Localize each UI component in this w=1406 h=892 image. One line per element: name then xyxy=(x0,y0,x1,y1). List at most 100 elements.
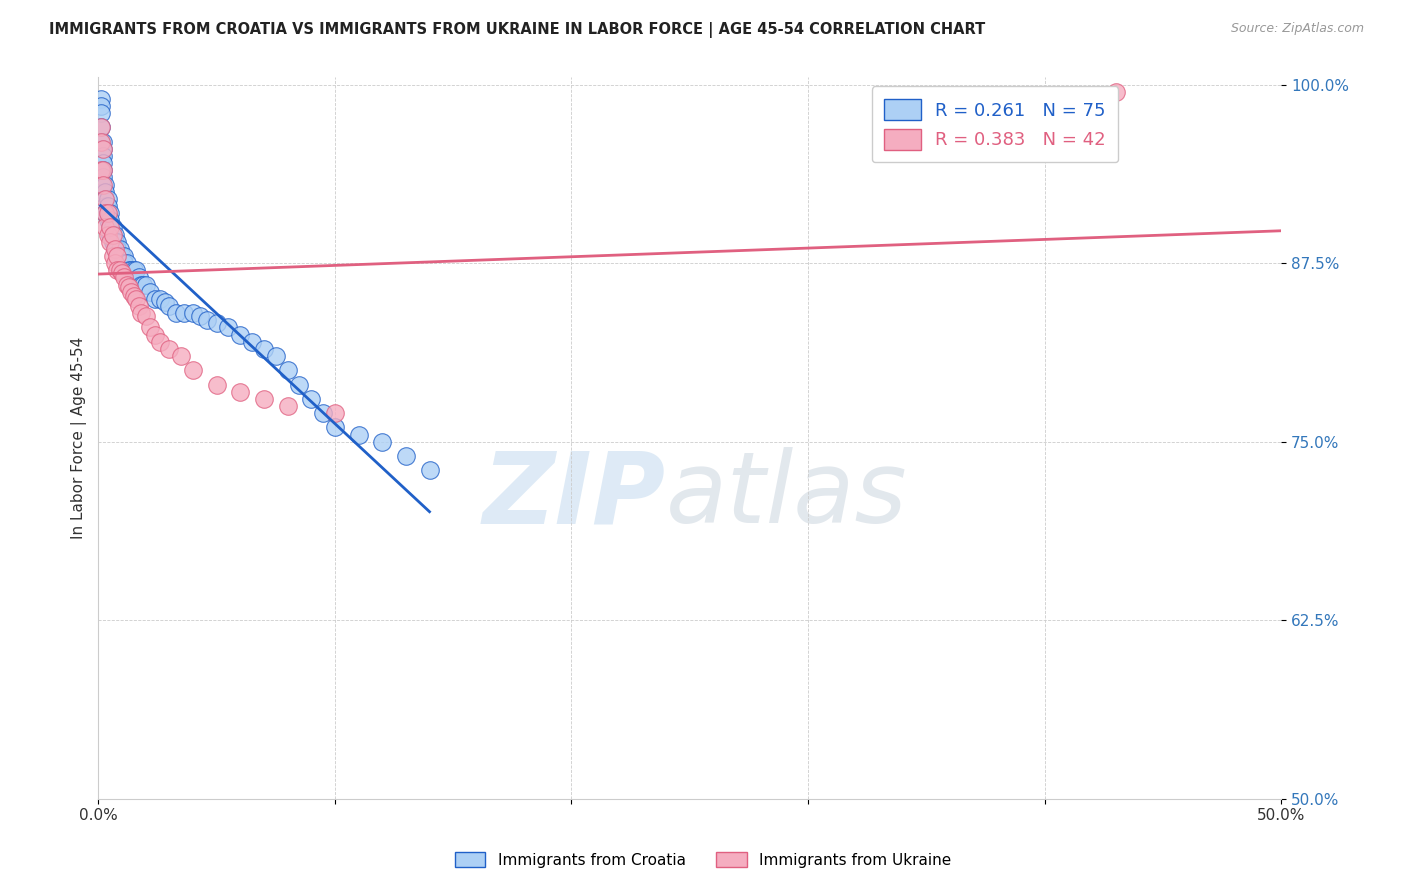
Point xyxy=(105,249,128,263)
Point xyxy=(91,163,114,178)
Point xyxy=(101,220,124,235)
Point xyxy=(122,263,145,277)
Point xyxy=(312,406,335,420)
Legend: R = 0.261   N = 75, R = 0.383   N = 42: R = 0.261 N = 75, R = 0.383 N = 42 xyxy=(872,87,1118,162)
Point xyxy=(165,306,187,320)
Point xyxy=(229,384,252,399)
Point xyxy=(371,434,394,449)
Point xyxy=(94,192,117,206)
Point xyxy=(98,220,121,235)
Point xyxy=(101,227,124,242)
Point xyxy=(188,309,211,323)
Point xyxy=(111,266,134,280)
Point xyxy=(240,334,263,349)
Point xyxy=(229,327,252,342)
Point xyxy=(170,349,193,363)
Point xyxy=(94,199,117,213)
Point xyxy=(128,299,150,313)
Point xyxy=(90,163,112,178)
Point xyxy=(90,135,112,149)
Point xyxy=(112,256,135,270)
Point xyxy=(139,285,162,299)
Point xyxy=(277,399,299,413)
Point xyxy=(112,249,135,263)
Point xyxy=(121,263,143,277)
Point xyxy=(90,163,112,178)
Point xyxy=(205,316,228,330)
Point xyxy=(97,227,120,242)
Point xyxy=(91,163,114,178)
Point xyxy=(195,313,218,327)
Point xyxy=(125,263,148,277)
Y-axis label: In Labor Force | Age 45-54: In Labor Force | Age 45-54 xyxy=(72,337,87,540)
Point xyxy=(118,280,141,294)
Point xyxy=(205,377,228,392)
Point xyxy=(395,449,418,463)
Point xyxy=(97,192,120,206)
Point xyxy=(112,270,135,285)
Point xyxy=(97,213,120,227)
Point xyxy=(91,142,114,156)
Point xyxy=(115,256,138,270)
Point xyxy=(91,149,114,163)
Point xyxy=(299,392,322,406)
Point xyxy=(91,178,114,192)
Point xyxy=(101,235,124,249)
Point xyxy=(217,320,239,334)
Point xyxy=(253,392,276,406)
Point xyxy=(323,420,346,434)
Text: ZIP: ZIP xyxy=(484,447,666,544)
Point xyxy=(418,463,440,477)
Point xyxy=(98,227,121,242)
Point xyxy=(90,149,112,163)
Point xyxy=(104,235,127,249)
Point xyxy=(157,299,180,313)
Point xyxy=(115,277,138,292)
Point xyxy=(153,294,176,309)
Point xyxy=(135,277,157,292)
Point xyxy=(139,320,162,334)
Point xyxy=(264,349,287,363)
Point xyxy=(149,334,172,349)
Point xyxy=(128,270,150,285)
Point xyxy=(129,306,152,320)
Text: atlas: atlas xyxy=(666,447,908,544)
Point xyxy=(90,99,112,113)
Point xyxy=(105,263,128,277)
Text: IMMIGRANTS FROM CROATIA VS IMMIGRANTS FROM UKRAINE IN LABOR FORCE | AGE 45-54 CO: IMMIGRANTS FROM CROATIA VS IMMIGRANTS FR… xyxy=(49,22,986,38)
Point xyxy=(101,227,124,242)
Point xyxy=(173,306,195,320)
Point xyxy=(90,178,112,192)
Point xyxy=(97,206,120,220)
Point xyxy=(91,170,114,185)
Point xyxy=(1104,85,1126,99)
Point xyxy=(90,135,112,149)
Point xyxy=(94,206,117,220)
Point xyxy=(101,249,124,263)
Point xyxy=(157,342,180,356)
Point xyxy=(98,235,121,249)
Point xyxy=(91,135,114,149)
Point xyxy=(98,206,121,220)
Point xyxy=(108,263,131,277)
Point xyxy=(135,309,157,323)
Point xyxy=(94,185,117,199)
Point xyxy=(105,242,128,256)
Point xyxy=(118,263,141,277)
Point xyxy=(108,249,131,263)
Point xyxy=(108,242,131,256)
Legend: Immigrants from Croatia, Immigrants from Ukraine: Immigrants from Croatia, Immigrants from… xyxy=(447,844,959,875)
Point xyxy=(181,306,204,320)
Point xyxy=(323,406,346,420)
Point xyxy=(90,92,112,106)
Point xyxy=(97,206,120,220)
Point xyxy=(91,142,114,156)
Point xyxy=(94,178,117,192)
Point xyxy=(90,106,112,120)
Point xyxy=(288,377,311,392)
Point xyxy=(347,427,370,442)
Point xyxy=(121,285,143,299)
Point xyxy=(105,235,128,249)
Point xyxy=(143,292,166,306)
Point xyxy=(90,120,112,135)
